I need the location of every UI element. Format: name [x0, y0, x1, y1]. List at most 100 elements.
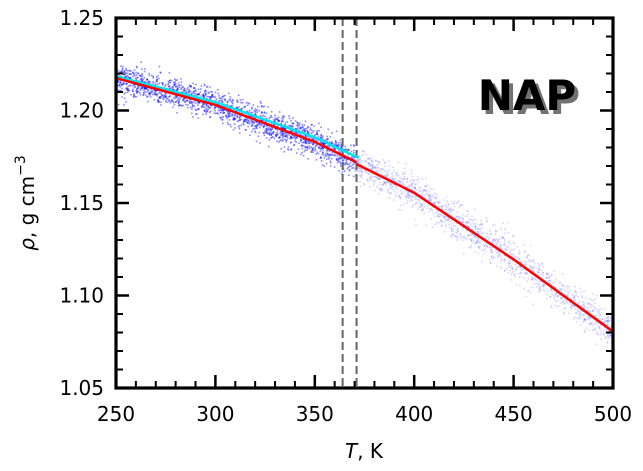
scatter-point	[319, 136, 322, 138]
scatter-point	[268, 139, 270, 141]
scatter-point	[226, 121, 229, 124]
scatter-point	[437, 210, 439, 213]
scatter-point	[439, 202, 441, 204]
scatter-point	[429, 193, 432, 196]
scatter-point	[368, 164, 370, 166]
scatter-point	[601, 333, 604, 335]
scatter-point	[336, 144, 338, 147]
scatter-point	[580, 291, 582, 293]
scatter-point	[343, 163, 346, 166]
scatter-point	[310, 150, 313, 153]
scatter-point	[400, 180, 402, 183]
scatter-point	[326, 152, 329, 155]
scatter-point	[194, 94, 197, 97]
scatter-point	[333, 154, 335, 157]
scatter-point	[386, 177, 389, 179]
scatter-point	[515, 256, 517, 259]
scatter-point	[404, 186, 407, 188]
scatter-point	[381, 189, 384, 191]
scatter-point	[254, 108, 257, 110]
scatter-point	[478, 241, 480, 244]
scatter-point	[430, 218, 433, 220]
scatter-point	[573, 299, 576, 301]
scatter-point	[146, 91, 148, 93]
scatter-point	[525, 272, 527, 274]
scatter-point	[445, 217, 447, 220]
scatter-point	[265, 129, 268, 131]
scatter-point	[583, 290, 586, 293]
scatter-point	[298, 129, 300, 131]
scatter-point	[446, 219, 449, 221]
scatter-point	[228, 99, 230, 101]
scatter-point	[574, 312, 577, 315]
scatter-point	[219, 109, 222, 111]
scatter-point	[472, 221, 474, 223]
scatter-point	[469, 246, 472, 249]
scatter-point	[121, 83, 123, 85]
scatter-point	[282, 127, 285, 129]
scatter-point	[542, 288, 545, 291]
scatter-point	[265, 112, 268, 115]
scatter-point	[185, 91, 188, 94]
scatter-point	[322, 147, 325, 149]
scatter-point	[146, 78, 149, 80]
scatter-point	[414, 203, 417, 206]
scatter-point	[345, 159, 348, 161]
scatter-point	[597, 333, 599, 336]
scatter-point	[282, 127, 284, 129]
scatter-point	[413, 180, 415, 182]
scatter-point	[324, 143, 326, 145]
scatter-point	[600, 308, 602, 310]
scatter-point	[125, 101, 127, 103]
scatter-point	[464, 224, 467, 227]
scatter-point	[337, 144, 340, 146]
scatter-point	[200, 105, 203, 108]
scatter-point	[553, 280, 556, 283]
scatter-point	[415, 202, 417, 205]
scatter-point	[341, 160, 344, 162]
scatter-point	[411, 179, 413, 181]
scatter-point	[492, 242, 494, 244]
scatter-point	[514, 263, 516, 266]
scatter-point	[135, 74, 138, 76]
scatter-point	[310, 146, 312, 148]
scatter-point	[290, 125, 293, 127]
scatter-point	[159, 97, 162, 100]
scatter-point	[350, 156, 353, 159]
scatter-point	[398, 208, 400, 211]
scatter-point	[607, 341, 609, 344]
scatter-point	[420, 203, 423, 205]
scatter-point	[328, 158, 330, 160]
scatter-point	[117, 81, 119, 84]
scatter-point	[315, 153, 317, 155]
scatter-point	[484, 237, 487, 239]
scatter-point	[411, 199, 414, 202]
scatter-point	[399, 196, 401, 198]
scatter-point	[472, 242, 475, 245]
scatter-point	[136, 91, 139, 94]
scatter-point	[140, 85, 142, 88]
scatter-point	[538, 268, 541, 270]
scatter-point	[352, 144, 355, 146]
scatter-point	[238, 124, 241, 127]
transition-lines	[341, 18, 358, 388]
scatter-point	[451, 230, 454, 233]
scatter-point	[167, 96, 170, 98]
scatter-point	[424, 205, 426, 208]
scatter-point	[448, 218, 450, 220]
scatter-point	[496, 240, 499, 242]
scatter-point	[554, 298, 556, 301]
scatter-point	[421, 177, 423, 180]
scatter-point	[167, 80, 170, 83]
scatter-point	[304, 135, 307, 137]
scatter-point	[441, 208, 443, 211]
scatter-point	[522, 243, 525, 246]
scatter-point	[285, 135, 288, 138]
x-tick-labels: 250 300 350 400 450 500	[97, 402, 632, 426]
scatter-point	[406, 199, 409, 202]
scatter-point	[603, 328, 606, 331]
scatter-point	[563, 307, 566, 310]
scatter-point	[460, 221, 462, 223]
scatter-point	[281, 120, 283, 122]
scatter-point	[163, 94, 165, 97]
